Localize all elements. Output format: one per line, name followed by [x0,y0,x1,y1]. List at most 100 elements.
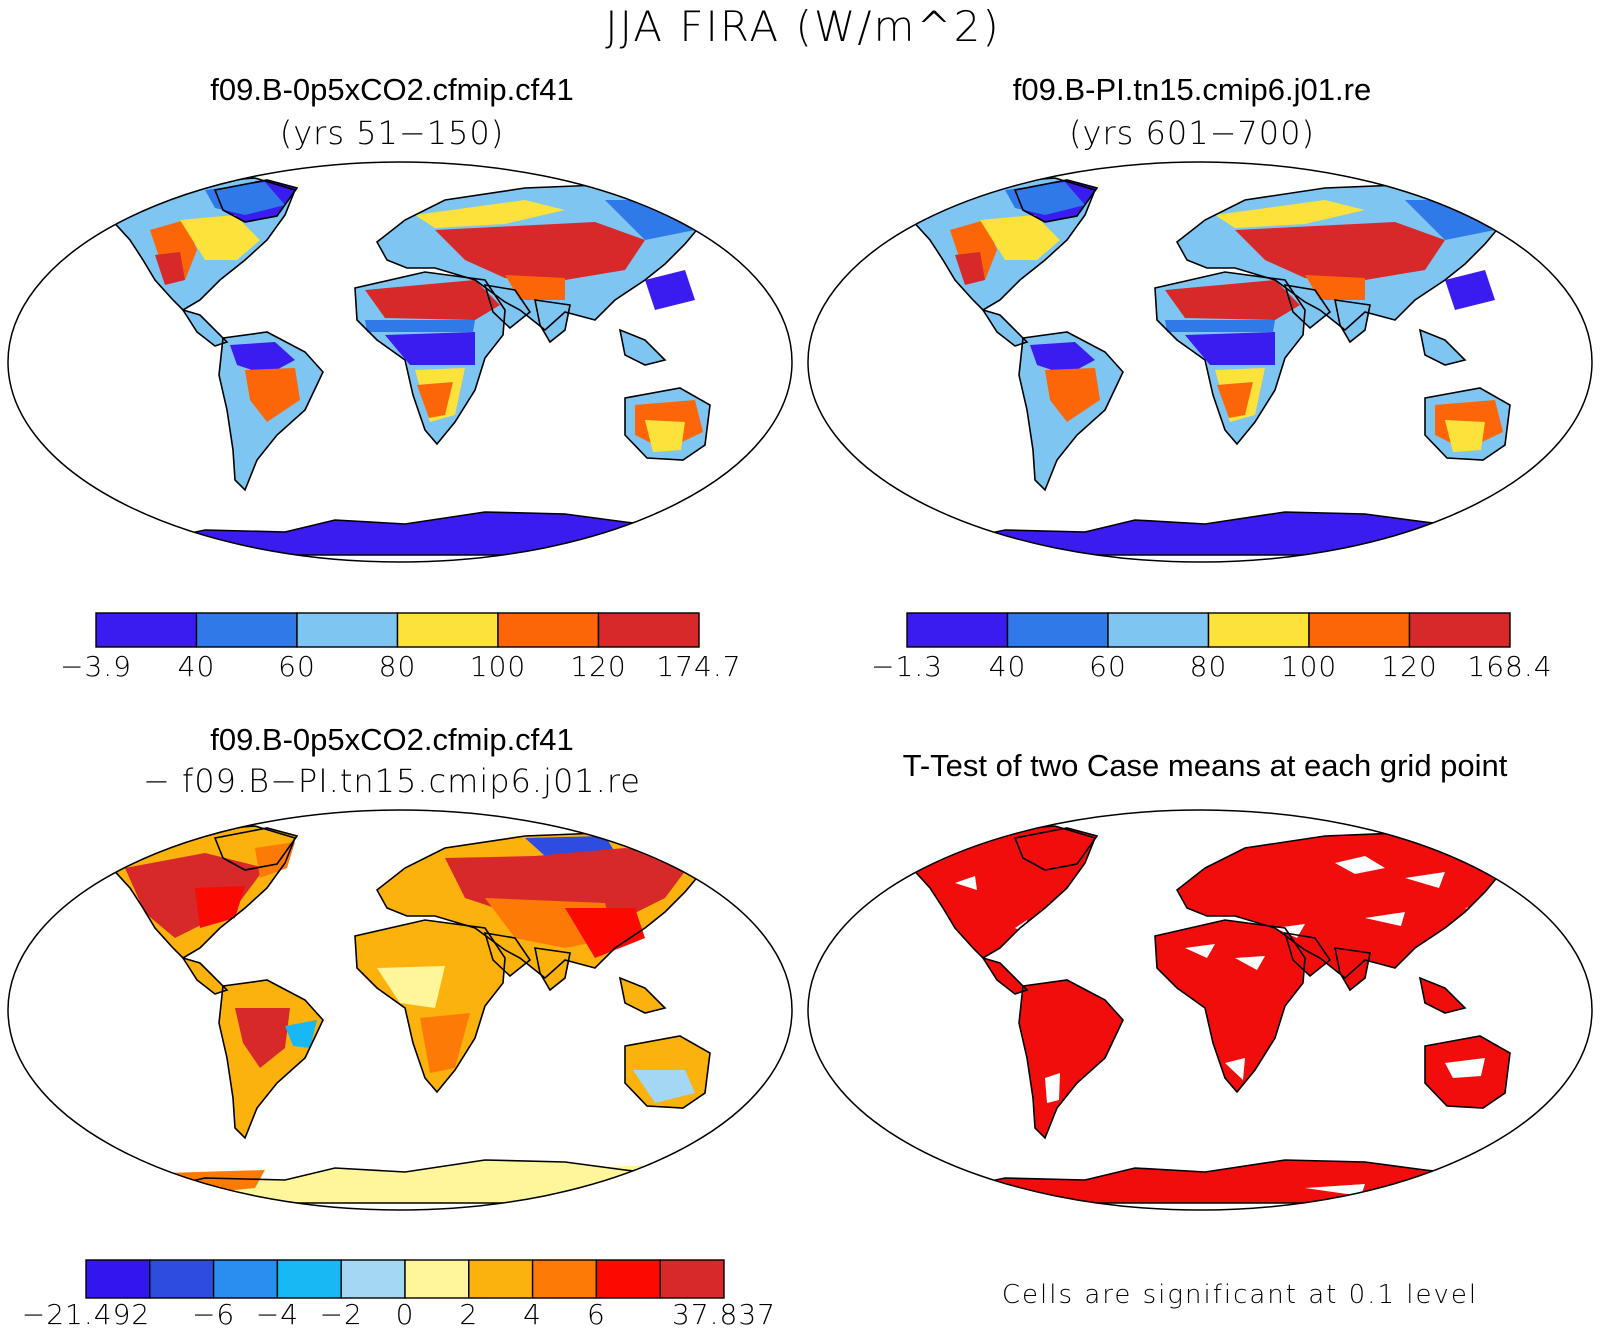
colorbar-case1 [95,612,700,648]
value-region [285,1020,317,1048]
colorbar-tick-label: −3.9 [60,650,132,683]
coastline-india [1333,947,1371,992]
coastline-arabia [483,932,532,978]
insignificant-region [1235,956,1265,970]
colorbar-difference [85,1259,725,1299]
colorbar-tick-label: 100 [1280,650,1338,683]
coastline-centralAm [981,308,1029,347]
insignificant-region [1225,1058,1245,1080]
value-region [955,252,985,285]
value-region [230,342,295,375]
landmass-antarctica [935,512,1505,555]
insignificant-region [1445,1058,1485,1078]
value-region [1305,275,1365,300]
coastline-africa [354,919,506,1094]
coastline-southAmerica [1018,331,1124,492]
colorbar-swatch [296,612,399,648]
colorbar-tick-label: 80 [1189,650,1228,683]
coastline-africa [354,271,506,446]
colorbar-tick-label: −4 [255,1298,300,1331]
value-region [1185,332,1275,365]
insignificant-region [1305,1184,1365,1196]
landmass-india [1335,300,1370,342]
coastline-centralAm [981,956,1029,995]
colorbar-tick-label: 174.7 [656,650,742,683]
colorbar-swatch [396,612,499,648]
coastline-australia [1424,387,1511,461]
landmass-centralAm [183,958,227,994]
colorbar-tick-label: 6 [586,1298,606,1331]
coastline-australia [1424,1035,1511,1109]
colorbar-swatch [906,612,1009,648]
colorbar-tick-label: 60 [1089,650,1127,683]
panel2-title: f09.B-PI.tn15.cmip6.j01.re [1012,72,1372,107]
value-region [625,1040,705,1078]
value-region [365,280,500,320]
colorbar-tick-label: −1.3 [871,650,943,683]
colorbar-swatch [149,1259,215,1299]
colorbar-tick-label: 0 [395,1298,415,1331]
colorbar-swatch [85,1259,151,1299]
coastline-seAsia [1418,976,1467,1014]
colorbar-swatch [404,1259,470,1299]
landmass-antarctica [135,512,705,555]
landmass-india [535,948,570,990]
value-region [205,182,285,215]
value-region [195,886,245,928]
value-region [417,382,453,418]
coastline-africa [1154,919,1306,1094]
coastline-seAsia [618,976,667,1014]
colorbar-tick-label: 37.837 [672,1298,776,1331]
coastline-arabia [1283,284,1332,330]
coastline-eurasia [1175,183,1506,332]
colorbar-tick-label: 60 [278,650,316,683]
landmass-southAmerica [1019,980,1123,1138]
coastline-seAsia [1418,328,1467,366]
colorbar-swatch [340,1259,406,1299]
value-region [235,1008,290,1068]
colorbar-swatch [195,612,298,648]
colorbar-swatch [468,1259,534,1299]
value-region [155,252,185,285]
value-region [255,842,295,878]
coastline-australia [624,387,711,461]
panel1-title: f09.B-0p5xCO2.cfmip.cf41 [210,72,574,107]
value-region [1030,342,1095,375]
figure-title: JJA FIRA (W/m^2) [605,2,1001,51]
coastline-australia [624,1035,711,1109]
map-panel-case1 [7,161,793,563]
colorbar-tick-label: 4 [523,1298,543,1331]
landmass-seAsia [1420,330,1465,365]
landmass-india [535,300,570,342]
colorbar-swatch [212,1259,279,1299]
value-region [420,1013,470,1073]
value-region [645,270,695,310]
value-region [1445,270,1495,310]
value-region [365,320,475,332]
colorbar-tick-label: −6 [191,1298,236,1331]
coastline-centralAm [181,308,229,347]
insignificant-region [1405,872,1445,888]
map-border [7,809,793,1211]
coastline-greenland [213,179,299,223]
colorbar-swatch [1308,612,1411,648]
landmass-centralAm [983,958,1027,994]
colorbar-tick-label: 120 [570,650,627,683]
value-region [565,908,645,958]
landmass-eurasia [1177,832,1505,978]
colorbar-tick-label: 100 [469,650,527,683]
panel2-subtitle: (yrs 601−700) [1069,114,1315,152]
colorbar-tick-label: 80 [378,650,417,683]
value-region [1217,382,1253,418]
coastline-southAmerica [1018,979,1124,1140]
map-border [807,161,1593,563]
coastline-greenland [1013,827,1099,871]
colorbar-tick-label: −2 [319,1298,363,1331]
insignificant-region [1365,912,1405,926]
value-region [1445,420,1485,452]
coastline-africa [1154,271,1306,446]
value-region [1165,280,1300,320]
value-region [1005,182,1085,215]
map-border [7,161,793,563]
value-region [435,222,645,280]
